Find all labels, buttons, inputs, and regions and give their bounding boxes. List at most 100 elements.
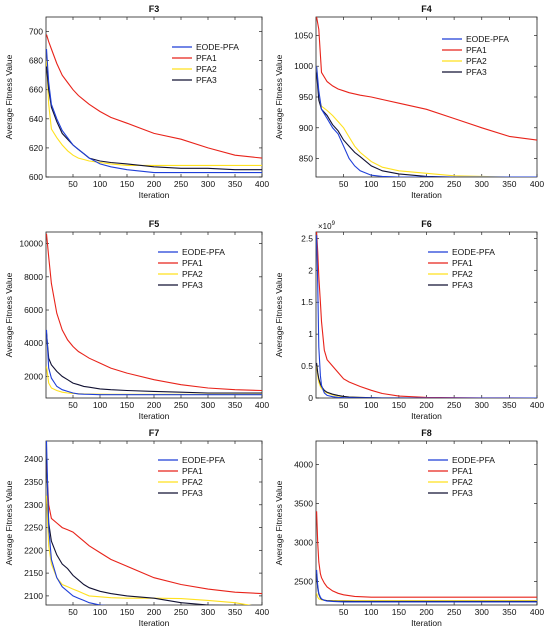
x-tick-label: 350 bbox=[502, 400, 516, 410]
x-tick-label: 50 bbox=[339, 607, 349, 617]
y-axis-label: Average Fitness Value bbox=[4, 272, 14, 357]
x-tick-label: 350 bbox=[228, 400, 242, 410]
x-axis-label: Iteration bbox=[139, 618, 170, 628]
x-tick-label: 150 bbox=[120, 607, 134, 617]
legend-label: PFA1 bbox=[196, 53, 217, 63]
y-axis-label: Average Fitness Value bbox=[4, 54, 14, 139]
legend-label: PFA2 bbox=[452, 269, 473, 279]
y-axis-label: Average Fitness Value bbox=[274, 54, 284, 139]
x-tick-label: 350 bbox=[502, 179, 516, 189]
y-tick-label: 600 bbox=[29, 172, 43, 182]
x-tick-label: 250 bbox=[174, 179, 188, 189]
x-tick-label: 350 bbox=[502, 607, 516, 617]
chart-panel-f8: 50 100 150 200 250 300 350 400 2500 3000 3500 4000 F… bbox=[274, 428, 544, 628]
chart-title: F6 bbox=[421, 219, 432, 229]
legend-label: PFA3 bbox=[182, 488, 203, 498]
y-tick-label: 640 bbox=[29, 114, 43, 124]
legend-label: PFA2 bbox=[452, 477, 473, 487]
y-tick-label: 10000 bbox=[19, 239, 43, 249]
x-tick-label: 50 bbox=[339, 400, 349, 410]
x-axis-label: Iteration bbox=[411, 411, 442, 421]
legend-label: EODE-PFA bbox=[182, 247, 225, 257]
x-tick-label: 150 bbox=[392, 400, 406, 410]
chart-panel-f3: 50 100 150 200 250 300 350 400 600 620 640 660 680 70… bbox=[4, 4, 269, 200]
chart-title: F8 bbox=[421, 428, 432, 438]
x-axis-label: Iteration bbox=[411, 618, 442, 628]
x-tick-label: 300 bbox=[201, 607, 215, 617]
x-tick-label: 100 bbox=[364, 179, 378, 189]
x-tick-label: 400 bbox=[530, 179, 544, 189]
x-tick-label: 100 bbox=[93, 400, 107, 410]
y-tick-label: 0.5 bbox=[301, 361, 313, 371]
x-tick-label: 400 bbox=[255, 607, 269, 617]
x-tick-label: 150 bbox=[120, 179, 134, 189]
x-tick-label: 300 bbox=[475, 607, 489, 617]
legend-label: PFA3 bbox=[466, 67, 487, 77]
x-tick-label: 250 bbox=[174, 607, 188, 617]
x-tick-label: 250 bbox=[174, 400, 188, 410]
y-tick-label: 3500 bbox=[294, 498, 313, 508]
series-line-pfa3 bbox=[316, 362, 537, 398]
legend-label: EODE-PFA bbox=[452, 247, 495, 257]
y-axis-label: Average Fitness Value bbox=[4, 480, 14, 565]
legend-label: EODE-PFA bbox=[196, 42, 239, 52]
chart-title: F7 bbox=[149, 428, 160, 438]
series-line-pfa2 bbox=[316, 593, 537, 602]
y-multiplier: ×109 bbox=[318, 221, 336, 231]
x-tick-label: 300 bbox=[201, 179, 215, 189]
legend-label: PFA1 bbox=[466, 45, 487, 55]
y-tick-label: 4000 bbox=[24, 338, 43, 348]
x-tick-label: 100 bbox=[93, 607, 107, 617]
series-group bbox=[46, 233, 262, 396]
legend-label: PFA1 bbox=[182, 466, 203, 476]
plot-area bbox=[45, 231, 263, 399]
x-tick-label: 200 bbox=[147, 400, 161, 410]
y-tick-label: 8000 bbox=[24, 272, 43, 282]
series-group bbox=[316, 232, 537, 398]
y-tick-label: 2200 bbox=[24, 545, 43, 555]
y-tick-label: 0 bbox=[308, 393, 313, 403]
legend-label: PFA2 bbox=[466, 56, 487, 66]
y-tick-label: 2500 bbox=[294, 577, 313, 587]
series-line-eode-pfa bbox=[46, 441, 107, 605]
x-tick-label: 50 bbox=[339, 179, 349, 189]
y-axis-label: Average Fitness Value bbox=[274, 272, 284, 357]
y-axis-label: Average Fitness Value bbox=[274, 480, 284, 565]
x-tick-label: 200 bbox=[147, 179, 161, 189]
series-line-pfa2 bbox=[46, 60, 262, 166]
y-tick-label: 1.5 bbox=[301, 297, 313, 307]
legend-label: PFA3 bbox=[196, 75, 217, 85]
chart-title: F5 bbox=[149, 219, 160, 229]
x-tick-label: 400 bbox=[255, 400, 269, 410]
x-tick-label: 400 bbox=[255, 179, 269, 189]
series-group bbox=[316, 511, 537, 603]
y-tick-label: 850 bbox=[299, 154, 313, 164]
series-line-eode-pfa bbox=[316, 66, 537, 177]
y-tick-label: 2300 bbox=[24, 500, 43, 510]
y-tick-label: 2150 bbox=[24, 568, 43, 578]
y-tick-label: 2000 bbox=[24, 371, 43, 381]
y-tick-label: 1050 bbox=[294, 30, 313, 40]
series-line-eode-pfa bbox=[46, 329, 262, 396]
x-tick-label: 250 bbox=[447, 607, 461, 617]
x-tick-label: 200 bbox=[419, 400, 433, 410]
y-tick-label: 2250 bbox=[24, 523, 43, 533]
x-tick-label: 200 bbox=[419, 179, 433, 189]
legend-label: PFA3 bbox=[452, 488, 473, 498]
legend-label: PFA2 bbox=[182, 269, 203, 279]
series-line-pfa3 bbox=[46, 459, 225, 605]
x-tick-label: 300 bbox=[201, 400, 215, 410]
x-tick-label: 150 bbox=[392, 607, 406, 617]
x-tick-label: 400 bbox=[530, 607, 544, 617]
x-tick-label: 400 bbox=[530, 400, 544, 410]
plot-area bbox=[45, 16, 263, 178]
x-axis-label: Iteration bbox=[139, 190, 170, 200]
y-tick-label: 900 bbox=[299, 123, 313, 133]
chart-title: F4 bbox=[421, 4, 432, 14]
x-tick-label: 50 bbox=[68, 400, 78, 410]
chart-title: F3 bbox=[149, 4, 160, 14]
